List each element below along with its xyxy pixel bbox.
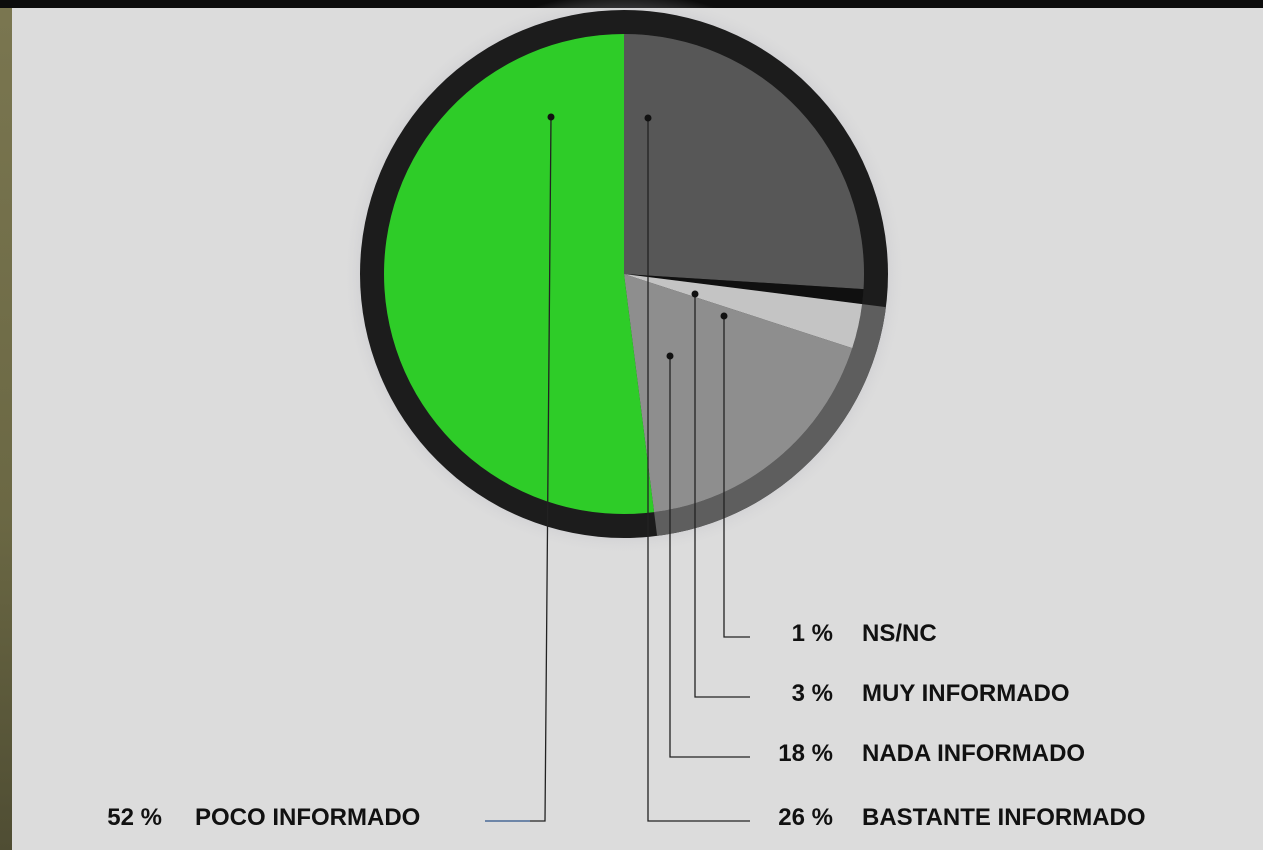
pie-slice-bastante-informado <box>624 34 865 290</box>
leader-dot-bastante-informado <box>644 114 652 122</box>
leader-line-muy-informado <box>694 294 750 698</box>
leader-dot-ns-nc <box>720 312 728 320</box>
left-border <box>0 8 12 850</box>
leader-line-nada-informado <box>669 356 750 758</box>
leader-dot-nada-informado <box>666 352 674 360</box>
pie-slice-poco-informado <box>384 34 655 514</box>
slice-labels: 26 % BASTANTE INFORMADO 1 % NS/NC 3 % MUY INF… <box>107 620 1145 831</box>
leader-line-bastante-informado <box>647 118 750 822</box>
leader-dot-poco-informado <box>547 113 555 121</box>
slice-label-poco-informado: POCO INFORMADO <box>195 804 420 831</box>
pie-slice-ns-nc <box>624 274 864 305</box>
leader-line-ns-nc <box>723 316 750 638</box>
pie-slices <box>384 34 865 514</box>
slice-label-bastante-informado: BASTANTE INFORMADO <box>862 804 1146 831</box>
slice-percent-muy-informado: 3 % <box>792 680 833 707</box>
slice-percent-nada-informado: 18 % <box>778 740 833 767</box>
slice-label-nada-informado: NADA INFORMADO <box>862 740 1085 767</box>
slice-label-muy-informado: MUY INFORMADO <box>862 680 1070 707</box>
leader-lines <box>485 113 750 822</box>
pie-slice-nada-informado <box>624 274 853 513</box>
slice-percent-poco-informado: 52 % <box>107 804 162 831</box>
leader-dot-muy-informado <box>691 290 699 298</box>
slice-percent-bastante-informado: 26 % <box>778 804 833 831</box>
pie-slice-muy-informado <box>624 274 863 349</box>
slice-label-ns-nc: NS/NC <box>862 620 937 647</box>
slice-percent-ns-nc: 1 % <box>792 620 833 647</box>
